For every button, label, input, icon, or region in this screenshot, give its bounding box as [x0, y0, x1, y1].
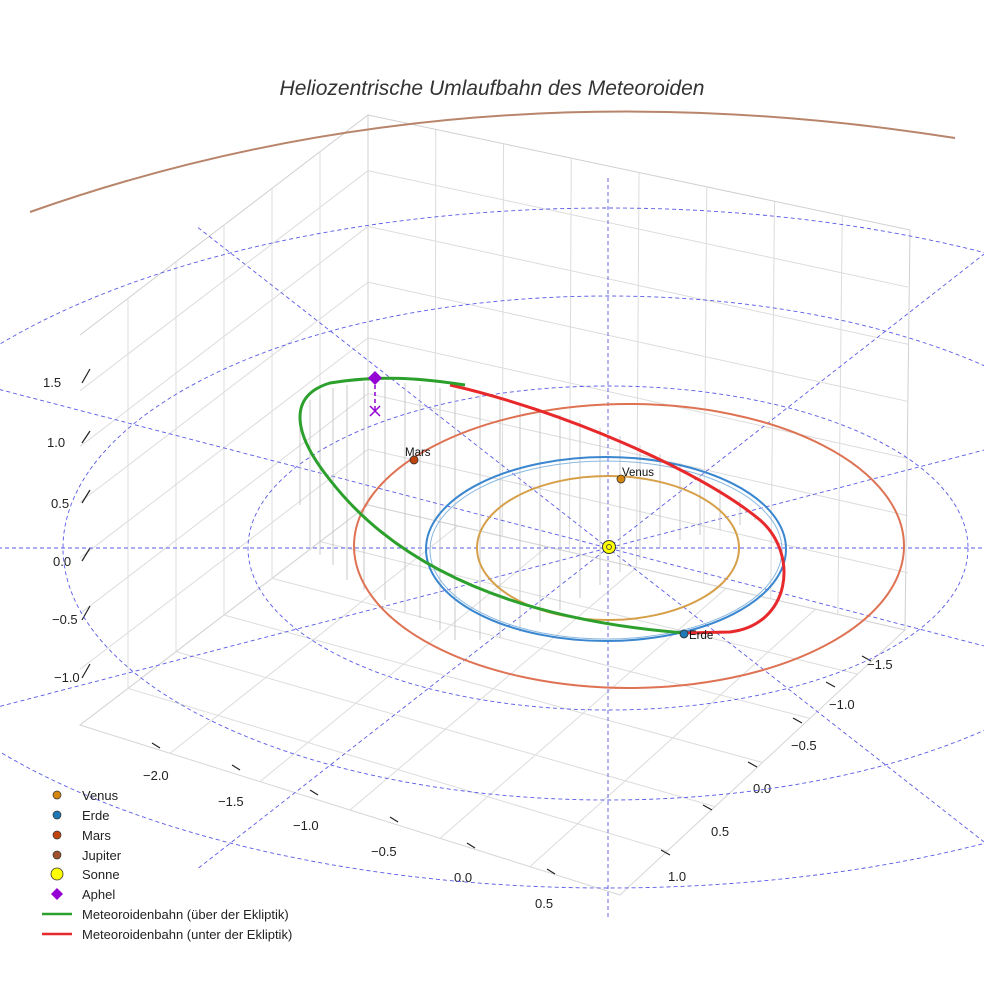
x-tick-mark — [309, 789, 319, 796]
grid-line — [79, 225, 909, 447]
x-tick-label: −2.0 — [143, 768, 169, 783]
grid-line — [501, 143, 504, 537]
z-tick-label: −1.0 — [54, 670, 80, 685]
legend: Venus Erde Mars Jupiter Sonne Aphel Mete… — [42, 788, 292, 942]
z-tick-label: 0.0 — [53, 554, 71, 569]
venus-marker — [616, 474, 626, 484]
legend-label: Meteoroidenbahn (unter der Ekliptik) — [82, 927, 292, 942]
legend-label: Aphel — [82, 887, 115, 902]
legend-label: Venus — [82, 788, 119, 803]
x-tick-label: −1.5 — [218, 794, 244, 809]
y-tick-mark — [792, 717, 803, 724]
x-tick-label: −0.5 — [371, 844, 397, 859]
y-tick-label: 1.0 — [668, 869, 686, 884]
grid-line — [319, 541, 858, 675]
grid-line — [79, 281, 909, 503]
legend-marker-jupiter — [52, 850, 62, 860]
jupiter-orbit — [29, 110, 956, 213]
grid-line — [271, 577, 811, 719]
x-tick-mark — [231, 764, 241, 771]
x-tick-mark — [389, 816, 399, 823]
x-tick-label: 0.5 — [535, 896, 553, 911]
mars-orbit — [353, 403, 905, 689]
legend-marker-sun — [50, 867, 64, 881]
z-tick-mark — [81, 368, 91, 384]
grid-line — [837, 215, 843, 615]
mars-label: Mars — [405, 447, 431, 459]
ecliptic-circle-outer — [62, 295, 984, 801]
legend-label: Erde — [82, 808, 109, 823]
legend-marker-mars — [52, 830, 62, 840]
ecliptic-grid — [0, 178, 984, 918]
venus-label: Venus — [622, 467, 654, 479]
z-tick-mark — [81, 605, 91, 621]
x-tick-mark — [151, 742, 161, 749]
y-tick-label: −0.5 — [791, 738, 817, 753]
legend-label: Mars — [82, 828, 111, 843]
aphel-projection-marker — [369, 405, 381, 417]
grid-line — [439, 587, 727, 839]
x-tick-label: 0.0 — [454, 870, 472, 885]
grid-line — [79, 337, 909, 559]
axis-panes — [78, 113, 911, 896]
z-tick-mark — [81, 489, 91, 504]
y-tick-mark — [702, 804, 713, 811]
earth-orbit — [425, 456, 787, 642]
earth-orbit-inner — [429, 460, 783, 640]
legend-marker-aphel — [51, 888, 63, 900]
grid-line — [79, 170, 909, 392]
venus-orbit — [476, 475, 740, 621]
z-tick-mark — [81, 430, 91, 444]
z-tick-label: −0.5 — [52, 612, 78, 627]
grid-line — [568, 158, 572, 552]
meteoroid-orbit-above — [298, 376, 686, 635]
earth-label: Erde — [689, 630, 713, 642]
legend-marker-earth — [52, 810, 62, 820]
grid-line — [79, 393, 909, 614]
x-tick-mark — [466, 842, 476, 849]
z-tick-label: 1.0 — [47, 435, 65, 450]
meteoroid-orbit-below — [449, 383, 786, 635]
grid-line — [529, 608, 816, 868]
y-tick-label: −1.0 — [829, 697, 855, 712]
grid-lines — [79, 129, 909, 868]
legend-label: Sonne — [82, 867, 120, 882]
legend-label: Jupiter — [82, 848, 122, 863]
y-tick-mark — [747, 761, 758, 768]
x-axis-ticks: −2.0 −1.5 −1.0 −0.5 0.0 0.5 — [143, 768, 553, 911]
grid-line — [434, 129, 437, 521]
tick-marks — [81, 368, 872, 875]
y-tick-label: 0.5 — [711, 824, 729, 839]
y-tick-label: −1.5 — [867, 657, 893, 672]
earth-marker — [679, 629, 689, 639]
legend-label: Meteoroidenbahn (über der Ekliptik) — [82, 907, 289, 922]
ecliptic-radials — [0, 178, 984, 918]
y-tick-mark — [861, 655, 872, 662]
grid-line — [79, 448, 909, 670]
z-tick-label: 0.5 — [51, 496, 69, 511]
y-tick-label: 0.0 — [753, 781, 771, 796]
y-tick-mark — [825, 681, 836, 688]
z-tick-label: 1.5 — [43, 375, 61, 390]
x-tick-label: −1.0 — [293, 818, 319, 833]
mars-marker — [409, 455, 419, 465]
x-tick-mark — [546, 868, 556, 875]
sun-marker — [602, 540, 616, 554]
z-tick-mark — [81, 663, 91, 679]
y-axis-ticks: −1.5 −1.0 −0.5 0.0 0.5 1.0 — [668, 657, 893, 884]
legend-marker-venus — [52, 790, 62, 800]
z-axis-ticks: 1.5 1.0 0.5 0.0 −0.5 −1.0 — [43, 375, 80, 685]
chart-title: Heliozentrische Umlaufbahn des Meteoroid… — [280, 77, 705, 100]
grid-line — [703, 186, 708, 584]
aphel-marker — [368, 371, 382, 385]
grid-line — [636, 172, 640, 568]
z-tick-mark — [81, 547, 91, 562]
y-tick-mark — [660, 849, 671, 856]
